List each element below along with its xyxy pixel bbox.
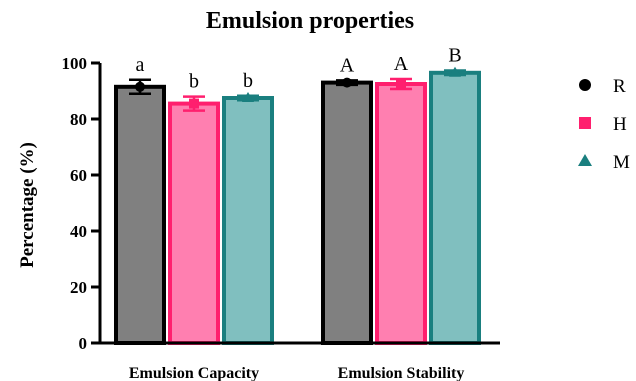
significance-label: a: [136, 54, 145, 76]
y-tick-label: 0: [79, 334, 88, 353]
point-marker: [449, 66, 461, 77]
y-tick-label: 100: [62, 54, 88, 73]
bar-H-1: [168, 101, 220, 345]
bar-H-2: [375, 82, 427, 345]
legend: RHM: [578, 76, 630, 173]
category-label: Emulsion Stability: [338, 365, 465, 381]
significance-label: b: [189, 71, 199, 93]
legend-label-H: H: [613, 114, 627, 135]
point-marker: [342, 77, 352, 88]
y-axis-ticks: 0 20 40 60 80 100: [62, 54, 100, 353]
point-marker: [189, 98, 199, 109]
axes: [98, 63, 500, 345]
category-label: Emulsion Capacity: [129, 365, 259, 381]
y-tick-label: 60: [70, 166, 87, 185]
significance-label: A: [394, 53, 409, 75]
y-axis-label: Percentage (%): [17, 142, 38, 268]
bar-R-2: [321, 80, 373, 345]
legend-label-R: R: [613, 76, 626, 97]
bar-M-2: [429, 70, 481, 346]
point-marker: [396, 79, 406, 89]
significance-label: A: [340, 54, 355, 76]
legend-marker-M: [578, 154, 592, 166]
y-tick-label: 40: [70, 222, 87, 241]
y-tick-label: 20: [70, 278, 87, 297]
point-marker: [242, 92, 254, 102]
point-marker: [135, 81, 145, 92]
significance-label: b: [243, 70, 253, 92]
legend-marker-H: [579, 117, 591, 129]
x-axis-categories: Emulsion Capacity Emulsion Stability: [129, 365, 464, 381]
y-tick-label: 80: [70, 110, 87, 129]
bar-M-1: [222, 96, 274, 345]
legend-marker-R: [579, 79, 591, 91]
legend-label-M: M: [613, 152, 630, 173]
significance-label: B: [448, 45, 461, 67]
bars: a Ab Ab B: [114, 45, 481, 346]
chart-title: Emulsion properties: [206, 8, 414, 34]
bar-R-1: [114, 84, 166, 346]
